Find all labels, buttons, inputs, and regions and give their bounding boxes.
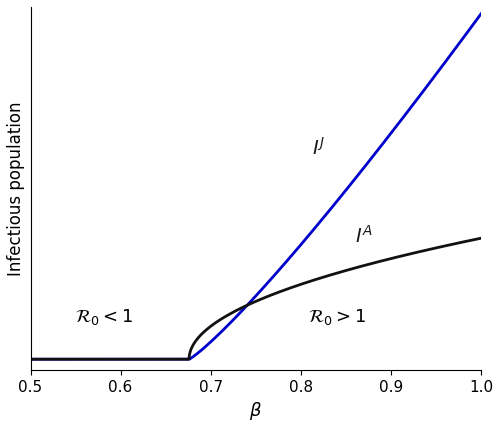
Text: $\mathcal{R}_0 < 1$: $\mathcal{R}_0 < 1$ xyxy=(76,307,134,327)
Y-axis label: Infectious population: Infectious population xyxy=(7,101,25,275)
Text: $I^J$: $I^J$ xyxy=(312,137,325,159)
Text: $\mathcal{R}_0 > 1$: $\mathcal{R}_0 > 1$ xyxy=(308,307,366,327)
Text: $I^A$: $I^A$ xyxy=(355,225,372,247)
X-axis label: $\beta$: $\beta$ xyxy=(250,400,262,422)
